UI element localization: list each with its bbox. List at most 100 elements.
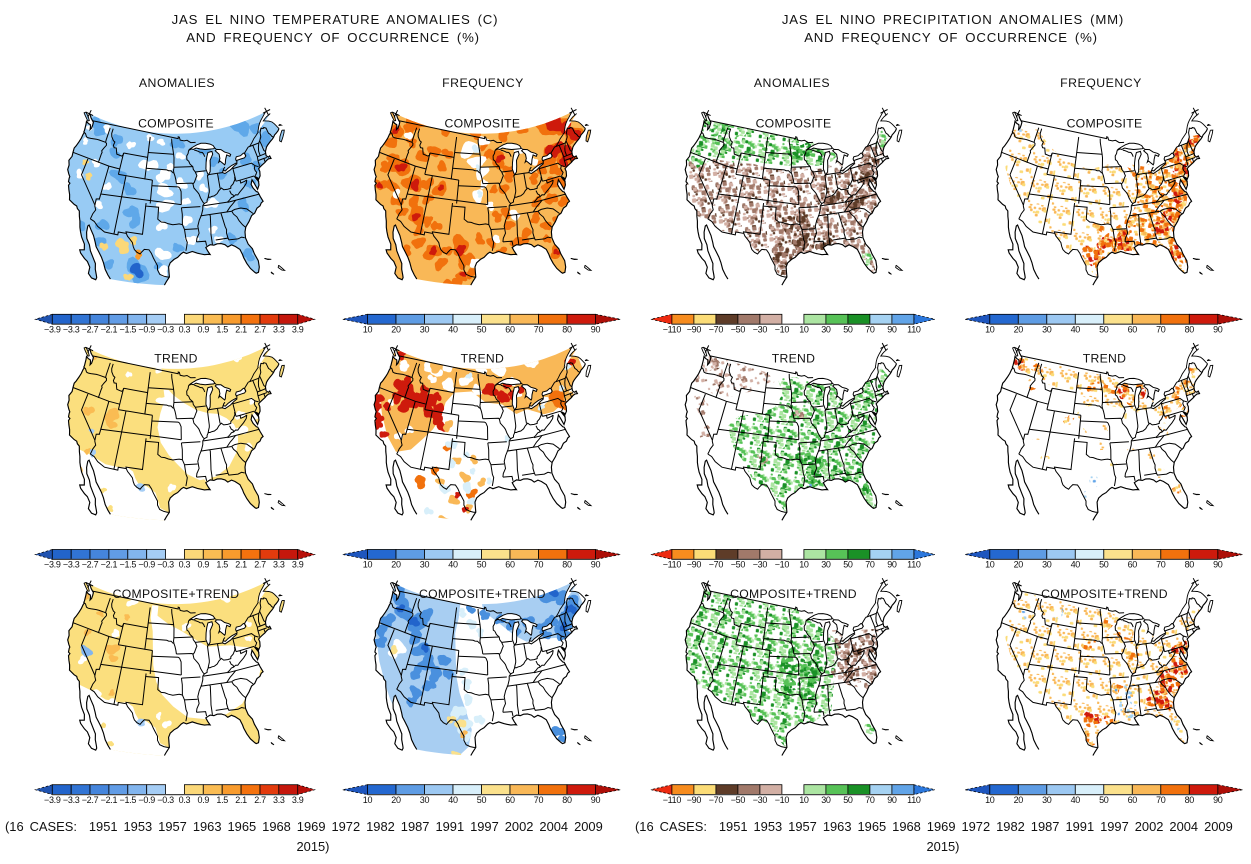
svg-text:30: 30	[420, 560, 430, 570]
svg-text:−70: −70	[709, 324, 724, 334]
svg-text:30: 30	[821, 560, 831, 570]
svg-text:COMPOSITE+TREND: COMPOSITE+TREND	[730, 587, 857, 601]
svg-text:JAS EL NINO PRECIPITATION ANOM: JAS EL NINO PRECIPITATION ANOMALIES (MM)	[782, 12, 1124, 27]
svg-text:90: 90	[1213, 324, 1223, 334]
svg-text:90: 90	[887, 324, 897, 334]
svg-text:110: 110	[907, 795, 921, 805]
svg-text:70: 70	[865, 795, 875, 805]
svg-text:−3.3: −3.3	[63, 324, 80, 334]
svg-text:−10: −10	[775, 560, 790, 570]
svg-text:ANOMALIES: ANOMALIES	[754, 76, 830, 90]
svg-text:2.7: 2.7	[254, 560, 266, 570]
svg-text:40: 40	[448, 560, 458, 570]
svg-text:70: 70	[1156, 324, 1166, 334]
svg-text:1.5: 1.5	[216, 560, 228, 570]
svg-text:2.1: 2.1	[235, 560, 247, 570]
svg-text:1.5: 1.5	[216, 795, 228, 805]
svg-text:−110: −110	[663, 795, 682, 805]
svg-text:−10: −10	[775, 795, 790, 805]
svg-text:FREQUENCY: FREQUENCY	[442, 76, 524, 90]
svg-text:80: 80	[562, 324, 572, 334]
svg-text:10: 10	[363, 560, 373, 570]
svg-text:10: 10	[799, 560, 809, 570]
svg-text:50: 50	[477, 324, 487, 334]
svg-text:0.9: 0.9	[197, 560, 209, 570]
svg-text:0.9: 0.9	[197, 795, 209, 805]
svg-text:2.1: 2.1	[235, 324, 247, 334]
svg-text:3.9: 3.9	[292, 560, 304, 570]
svg-text:70: 70	[1156, 560, 1166, 570]
svg-text:80: 80	[562, 560, 572, 570]
svg-text:COMPOSITE: COMPOSITE	[756, 117, 832, 131]
svg-text:70: 70	[1156, 795, 1166, 805]
svg-text:3.3: 3.3	[273, 795, 285, 805]
svg-text:−2.7: −2.7	[82, 795, 99, 805]
svg-text:10: 10	[363, 324, 373, 334]
svg-text:0.3: 0.3	[179, 795, 191, 805]
svg-text:60: 60	[1128, 795, 1138, 805]
svg-text:−3.3: −3.3	[63, 795, 80, 805]
svg-text:80: 80	[1185, 560, 1195, 570]
svg-text:AND FREQUENCY OF OCCURRENCE (%: AND FREQUENCY OF OCCURRENCE (%)	[186, 30, 480, 45]
svg-text:−1.5: −1.5	[120, 795, 137, 805]
svg-text:−90: −90	[687, 795, 702, 805]
svg-text:−50: −50	[731, 560, 746, 570]
svg-text:0.9: 0.9	[197, 324, 209, 334]
svg-text:COMPOSITE: COMPOSITE	[138, 117, 214, 131]
svg-text:10: 10	[363, 795, 373, 805]
svg-text:80: 80	[562, 795, 572, 805]
svg-text:2015): 2015)	[927, 839, 960, 854]
svg-text:−2.1: −2.1	[101, 560, 118, 570]
svg-text:90: 90	[1213, 795, 1223, 805]
svg-text:50: 50	[843, 324, 853, 334]
svg-text:COMPOSITE+TREND: COMPOSITE+TREND	[1041, 587, 1168, 601]
svg-text:−50: −50	[731, 324, 746, 334]
svg-text:70: 70	[865, 324, 875, 334]
svg-text:50: 50	[1099, 560, 1109, 570]
svg-text:20: 20	[391, 560, 401, 570]
svg-text:30: 30	[1042, 795, 1052, 805]
svg-text:60: 60	[505, 795, 515, 805]
svg-text:JAS EL NINO TEMPERATURE ANOMAL: JAS EL NINO TEMPERATURE ANOMALIES (C)	[172, 12, 499, 27]
svg-text:COMPOSITE: COMPOSITE	[1067, 117, 1143, 131]
svg-text:−3.9: −3.9	[44, 324, 61, 334]
svg-text:−0.3: −0.3	[157, 324, 174, 334]
svg-text:2.7: 2.7	[254, 324, 266, 334]
svg-text:30: 30	[821, 795, 831, 805]
svg-text:60: 60	[505, 560, 515, 570]
svg-text:20: 20	[1014, 795, 1024, 805]
svg-text:−1.5: −1.5	[120, 560, 137, 570]
svg-text:90: 90	[887, 560, 897, 570]
svg-text:110: 110	[907, 324, 921, 334]
svg-text:−30: −30	[753, 324, 768, 334]
svg-text:90: 90	[1213, 560, 1223, 570]
svg-text:−3.3: −3.3	[63, 560, 80, 570]
svg-text:AND FREQUENCY OF OCCURRENCE (%: AND FREQUENCY OF OCCURRENCE (%)	[804, 30, 1098, 45]
svg-text:−2.1: −2.1	[101, 795, 118, 805]
svg-text:30: 30	[1042, 324, 1052, 334]
svg-text:90: 90	[591, 795, 601, 805]
svg-text:3.9: 3.9	[292, 795, 304, 805]
svg-text:20: 20	[391, 795, 401, 805]
svg-text:10: 10	[985, 324, 995, 334]
svg-text:−0.9: −0.9	[138, 795, 155, 805]
svg-text:40: 40	[448, 324, 458, 334]
svg-text:90: 90	[887, 795, 897, 805]
svg-text:−2.7: −2.7	[82, 324, 99, 334]
svg-text:50: 50	[477, 560, 487, 570]
svg-text:−110: −110	[663, 560, 682, 570]
svg-text:20: 20	[1014, 560, 1024, 570]
svg-text:90: 90	[591, 324, 601, 334]
svg-text:70: 70	[534, 324, 544, 334]
svg-text:3.3: 3.3	[273, 560, 285, 570]
svg-text:10: 10	[985, 560, 995, 570]
svg-text:1.5: 1.5	[216, 324, 228, 334]
svg-text:40: 40	[1071, 324, 1081, 334]
svg-text:−30: −30	[753, 560, 768, 570]
svg-text:−50: −50	[731, 795, 746, 805]
svg-text:−2.7: −2.7	[82, 560, 99, 570]
svg-text:50: 50	[843, 560, 853, 570]
svg-text:30: 30	[821, 324, 831, 334]
svg-text:70: 70	[534, 560, 544, 570]
svg-text:3.9: 3.9	[292, 324, 304, 334]
